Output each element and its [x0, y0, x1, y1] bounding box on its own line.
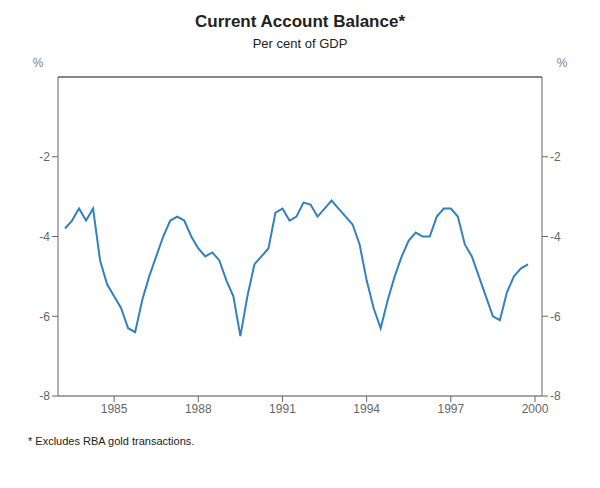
svg-text:1988: 1988 [185, 402, 212, 416]
svg-text:-6: -6 [550, 310, 561, 324]
html-text:Per cent of GDP: Per cent of GDP [252, 36, 348, 51]
svg-text:-6: -6 [39, 310, 50, 324]
svg-text:1997: 1997 [437, 402, 464, 416]
svg-text:2000: 2000 [522, 402, 549, 416]
svg-text:1991: 1991 [269, 402, 296, 416]
svg-text:-4: -4 [39, 230, 50, 244]
svg-text:-8: -8 [550, 389, 561, 403]
svg-text:-8: -8 [39, 389, 50, 403]
html-text:* Excludes RBA gold transactio: * Excludes RBA gold transactions. [28, 435, 195, 447]
svg-text:1985: 1985 [101, 402, 128, 416]
svg-text:-2: -2 [550, 150, 561, 164]
svg-text:-2: -2 [39, 150, 50, 164]
svg-text:%: % [557, 56, 568, 70]
html-text:Current Account Balance*: Current Account Balance* [195, 12, 405, 31]
svg-text:%: % [33, 56, 44, 70]
svg-text:1994: 1994 [353, 402, 380, 416]
svg-text:-4: -4 [550, 230, 561, 244]
